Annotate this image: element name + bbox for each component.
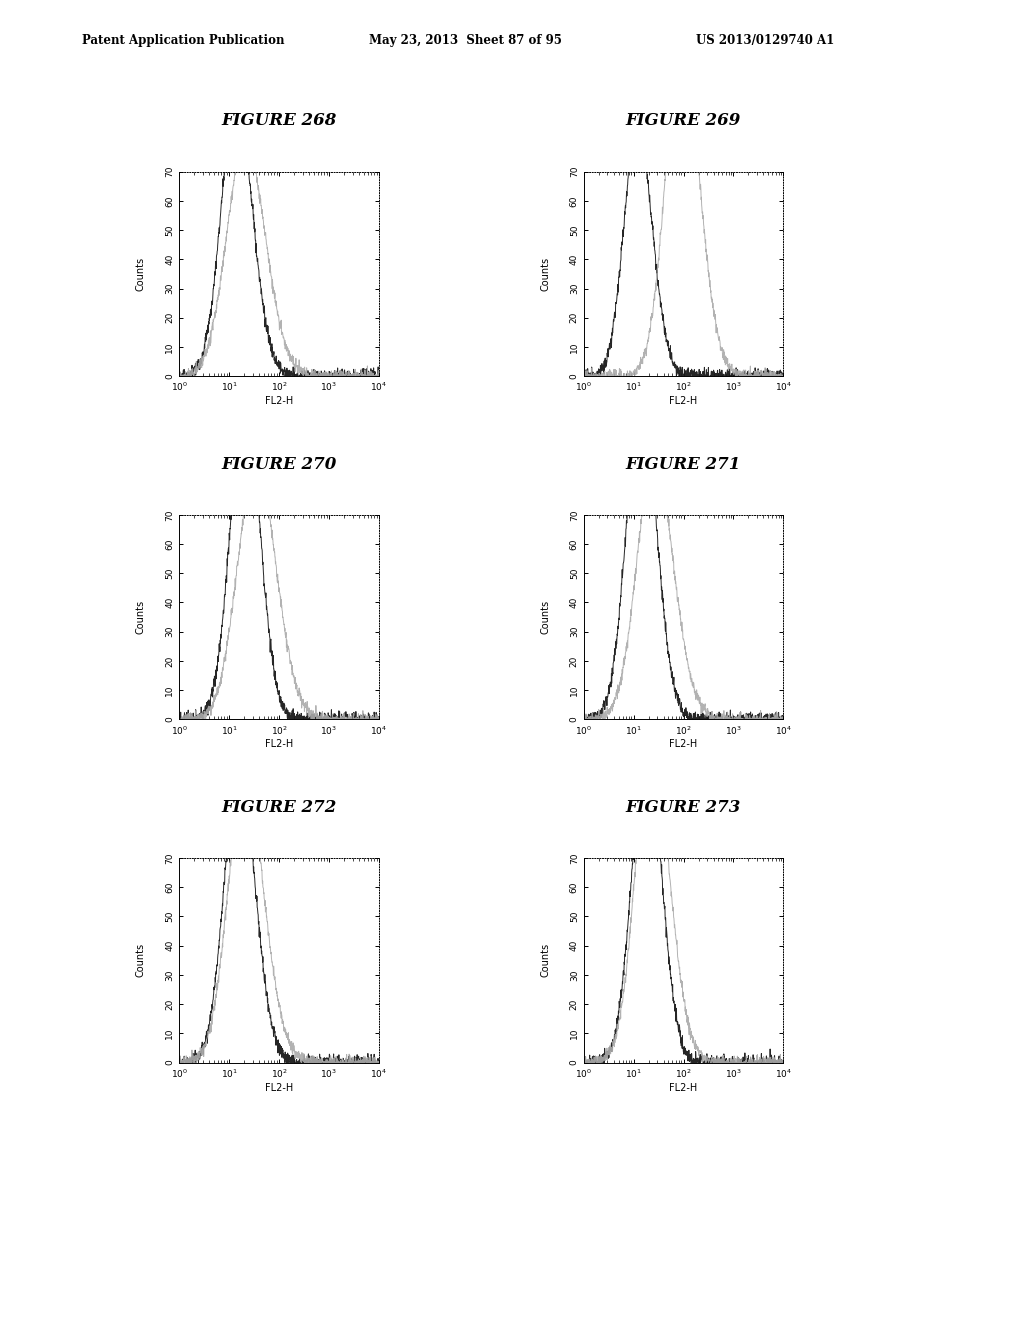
X-axis label: FL2-H: FL2-H <box>265 739 293 750</box>
Text: Patent Application Publication: Patent Application Publication <box>82 34 285 48</box>
Text: FIGURE 268: FIGURE 268 <box>221 112 337 129</box>
Text: US 2013/0129740 A1: US 2013/0129740 A1 <box>696 34 835 48</box>
Text: FIGURE 270: FIGURE 270 <box>221 455 337 473</box>
X-axis label: FL2-H: FL2-H <box>670 1082 697 1093</box>
X-axis label: FL2-H: FL2-H <box>265 1082 293 1093</box>
Y-axis label: Counts: Counts <box>541 601 550 634</box>
X-axis label: FL2-H: FL2-H <box>670 739 697 750</box>
Y-axis label: Counts: Counts <box>136 601 145 634</box>
Y-axis label: Counts: Counts <box>541 257 550 290</box>
Y-axis label: Counts: Counts <box>136 944 145 977</box>
Text: FIGURE 271: FIGURE 271 <box>626 455 741 473</box>
Text: FIGURE 269: FIGURE 269 <box>626 112 741 129</box>
Y-axis label: Counts: Counts <box>541 944 550 977</box>
Text: FIGURE 273: FIGURE 273 <box>626 799 741 816</box>
Y-axis label: Counts: Counts <box>136 257 145 290</box>
X-axis label: FL2-H: FL2-H <box>670 396 697 407</box>
Text: FIGURE 272: FIGURE 272 <box>221 799 337 816</box>
X-axis label: FL2-H: FL2-H <box>265 396 293 407</box>
Text: May 23, 2013  Sheet 87 of 95: May 23, 2013 Sheet 87 of 95 <box>369 34 561 48</box>
